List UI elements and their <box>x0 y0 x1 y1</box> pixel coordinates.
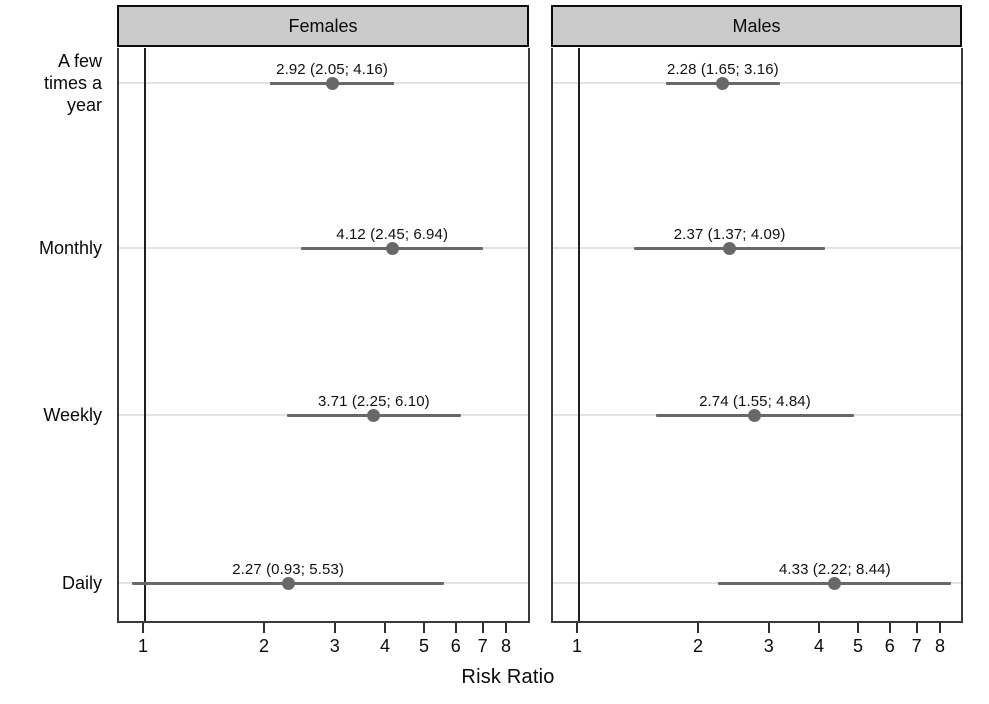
x-axis-tick-label: 3 <box>329 636 340 656</box>
x-axis-tick-label: 5 <box>418 636 429 656</box>
x-axis-tick <box>939 623 941 633</box>
x-axis-tick-label: 1 <box>137 636 148 656</box>
reference-line <box>578 48 580 621</box>
x-axis-tick <box>767 623 770 633</box>
point-estimate-marker <box>828 576 842 590</box>
x-axis-tick <box>263 623 265 633</box>
x-axis-tick <box>888 623 891 633</box>
panel-title-females: Females <box>288 15 358 36</box>
point-estimate-marker <box>723 241 737 255</box>
estimate-label: 4.33 (2.22; 8.44) <box>778 561 891 578</box>
x-axis-tick <box>142 623 144 633</box>
x-axis-tick-label: 4 <box>379 636 390 656</box>
y-axis-label: Weekly <box>43 405 102 425</box>
x-axis-tick-label: 2 <box>692 636 703 656</box>
x-axis-tick-label: 2 <box>258 636 269 656</box>
x-axis-tick-label: 3 <box>763 636 774 656</box>
estimate-label: 2.74 (1.55; 4.84) <box>699 393 811 410</box>
x-axis-title: Risk Ratio <box>461 666 555 688</box>
x-axis-tick <box>576 623 578 633</box>
estimate-label: 2.92 (2.05; 4.16) <box>276 61 388 78</box>
x-axis-tick <box>333 623 336 633</box>
x-axis-tick-label: 4 <box>813 636 824 656</box>
x-axis-tick-label: 5 <box>852 636 863 656</box>
y-axis-label: Daily <box>61 573 102 593</box>
point-estimate-marker <box>281 576 295 590</box>
estimate-label: 2.28 (1.65; 3.16) <box>666 61 779 78</box>
estimate-label: 2.27 (0.93; 5.53) <box>232 561 344 578</box>
x-axis-tick-label: 8 <box>500 636 511 656</box>
x-axis-tick-label: 6 <box>884 636 895 656</box>
point-estimate-marker <box>716 76 730 90</box>
estimate-label: 2.37 (1.37; 4.09) <box>673 226 786 243</box>
point-estimate-marker <box>748 408 762 422</box>
plot-area-females: 2.92 (2.05; 4.16) 4.12 (2.45; 6.94) 3.71 (… <box>117 48 530 623</box>
panel-header-females: Females <box>117 5 529 47</box>
plot-area-males: 2.28 (1.65; 3.16) 2.37 (1.37; 4.09) 2.74 (… <box>551 48 963 623</box>
x-axis-tick-label: 6 <box>450 636 461 656</box>
point-estimate-marker <box>367 408 381 422</box>
x-axis-tick <box>384 623 386 633</box>
estimate-label: 3.71 (2.25; 6.10) <box>317 393 430 410</box>
point-estimate-marker <box>325 76 339 90</box>
x-axis-tick <box>856 623 859 633</box>
x-axis-tick-label: 7 <box>911 636 922 656</box>
y-axis-label: A few times a year <box>43 51 102 115</box>
y-axis-label: Monthly <box>38 238 102 258</box>
panel-header-males: Males <box>551 5 962 47</box>
x-axis-tick <box>481 623 484 633</box>
x-axis-tick-label: 7 <box>477 636 488 656</box>
x-axis-tick-label: 1 <box>571 636 582 656</box>
x-axis-tick <box>422 623 425 633</box>
x-axis-tick <box>915 623 918 633</box>
estimate-label: 4.12 (2.45; 6.94) <box>336 226 449 243</box>
x-axis-tick <box>454 623 457 633</box>
x-axis-tick <box>697 623 699 633</box>
point-estimate-marker <box>385 241 399 255</box>
x-axis-tick <box>818 623 820 633</box>
x-axis-tick-label: 8 <box>934 636 945 656</box>
x-axis-tick <box>505 623 507 633</box>
panel-title-males: Males <box>732 15 781 36</box>
reference-line <box>144 48 146 621</box>
